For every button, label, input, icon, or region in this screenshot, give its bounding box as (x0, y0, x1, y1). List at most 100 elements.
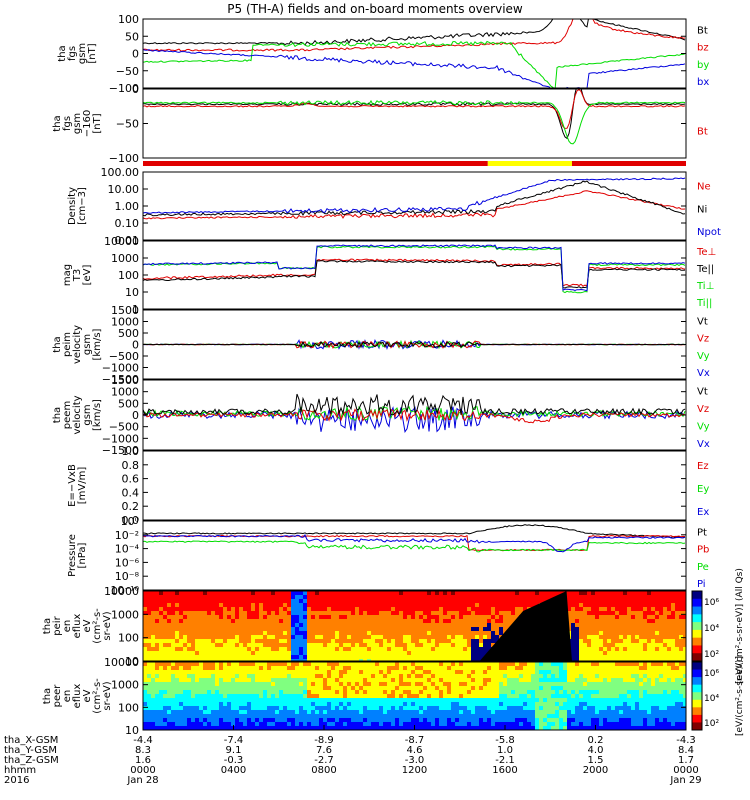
xtick-label: 1600 (492, 765, 517, 776)
ylabel-line: fgs (67, 46, 78, 61)
ylabel-line: [nT] (92, 113, 103, 133)
ytick-label: 0.0 (122, 514, 140, 527)
ytick-label: 1.00 (115, 200, 140, 213)
bz-series-line (143, 19, 686, 52)
ytick-label: 0.2 (122, 500, 140, 513)
ion-spectrogram-fill-region (479, 591, 572, 661)
xtick-label: -4.4 (133, 735, 153, 746)
mode-bar-red-segment (571, 161, 686, 166)
by-series-line (143, 40, 686, 88)
panel-frame-8 (142, 590, 687, 662)
ytick-label: 10 (125, 724, 139, 737)
pe-series-line (143, 540, 686, 553)
ylabel-line: [cm−3] (77, 187, 88, 225)
ytick-label: 100 (118, 632, 139, 645)
colorbar-tick-label: 10² (704, 719, 719, 729)
panel-frame-2 (142, 171, 687, 241)
legend-entry: Vz (697, 334, 709, 345)
ytick-label: 10⁻⁶ (115, 556, 140, 569)
ytick-label: 1500 (111, 374, 139, 387)
panel-frame-3 (142, 240, 687, 310)
ylabel-line: [nPa] (77, 542, 88, 568)
legend-entry: Bt (697, 25, 708, 36)
colorbar (691, 590, 703, 662)
xaxis-row-label: 2016 (4, 775, 29, 786)
xtick-label: 1.7 (678, 755, 694, 766)
ylabel-line: tha (42, 618, 53, 634)
legend-entry: Pb (697, 545, 709, 556)
ytick-label: 10⁻⁸ (115, 570, 140, 583)
ytick-label: 100 (118, 701, 139, 714)
legend-entry: Vy (697, 422, 710, 433)
legend-entry: Pe (697, 562, 709, 573)
ytick-label: 1.0 (122, 445, 140, 458)
ytick-label: 10000 (104, 235, 139, 248)
xtick-label: 8.3 (135, 745, 151, 756)
mode-bar-red-segment (143, 161, 488, 166)
legend-entry: Pt (697, 527, 707, 538)
ytick-label: 0.8 (122, 459, 140, 472)
xtick-label: 9.1 (226, 745, 242, 756)
ytick-label: 0.01 (115, 234, 140, 247)
legend-entry: Vy (697, 351, 710, 362)
ytick-label: 0 (132, 409, 139, 422)
xaxis-row-label: hhmm (4, 765, 36, 776)
ylabel-line: en (62, 620, 73, 633)
legend-entry: Bt (697, 126, 708, 137)
ytick-label: 50 (125, 30, 139, 43)
ytick-label: −100 (109, 82, 139, 95)
electron-energy-spectrogram (143, 662, 686, 730)
ytick-label: 500 (118, 397, 139, 410)
legend-entry: Vt (697, 316, 708, 327)
ytick-label: 1500 (111, 304, 139, 317)
ytick-label: 10⁻⁴ (115, 543, 140, 556)
legend-entry: Vx (697, 368, 710, 379)
xtick-label: -8.9 (314, 735, 334, 746)
legend-entry: Vx (697, 439, 710, 450)
mode-bar-yellow-segment (487, 161, 572, 166)
ytick-label: 0.10 (115, 217, 140, 230)
legend-entry: Ti|| (696, 298, 712, 309)
ylabel-line: T3 (72, 269, 83, 282)
xaxis-row-label: tha_X-GSM (4, 735, 58, 746)
ylabel-line: E=−VxB (67, 464, 78, 507)
ytick-label: 0 (132, 48, 139, 61)
ytick-label: 100 (118, 13, 139, 26)
panel-frame-0 (142, 18, 687, 89)
colorbar-tick-label: 10⁴ (704, 624, 719, 634)
colorbar (691, 661, 703, 731)
ylabel-line: eV (82, 619, 93, 632)
xtick-label: 2000 (583, 765, 608, 776)
legend-entry: Ex (697, 507, 709, 518)
vy-electron-series-line (143, 405, 686, 422)
ylabel-line: sr-eV) (102, 681, 113, 710)
ytick-label: 10000 (104, 585, 139, 598)
xtick-label: -2.7 (314, 755, 334, 766)
xtick-label: Jan 28 (126, 775, 158, 786)
xtick-label: 1.5 (588, 755, 604, 766)
xtick-label: 0400 (221, 765, 246, 776)
xtick-label: -5.8 (495, 735, 515, 746)
ylabel-line: tha (52, 115, 63, 131)
ytick-label: −100 (109, 152, 139, 165)
colorbar-tick-label: 10⁶ (704, 669, 719, 679)
ylabel-line: tha (52, 407, 63, 423)
ytick-label: 100 (118, 269, 139, 282)
te-par-series-line (143, 260, 686, 289)
ytick-label: −1500 (102, 373, 139, 386)
ylabel-line: peir (52, 615, 63, 635)
bt-detrended-green-line (143, 99, 686, 145)
bx-series-line (143, 49, 686, 88)
ylabel-line: (cm²-s- (92, 678, 103, 714)
vt-ion-series-line (143, 340, 686, 349)
ylabel-line: fgs (62, 116, 73, 131)
te-perp-series-line (143, 258, 686, 287)
xaxis-row-label: tha_Z-GSM (4, 755, 59, 766)
colorbar-tick-label: 10⁴ (704, 694, 719, 704)
xtick-label: -7.4 (224, 735, 244, 746)
pt-series-line (143, 524, 686, 539)
ylabel-line: gsm (77, 43, 88, 64)
ytick-label: 1000 (111, 316, 139, 329)
pi-series-line (143, 534, 686, 553)
colorbar-label: [eV/(cm²-s-sr-eV)] (All Qs) (735, 568, 745, 684)
